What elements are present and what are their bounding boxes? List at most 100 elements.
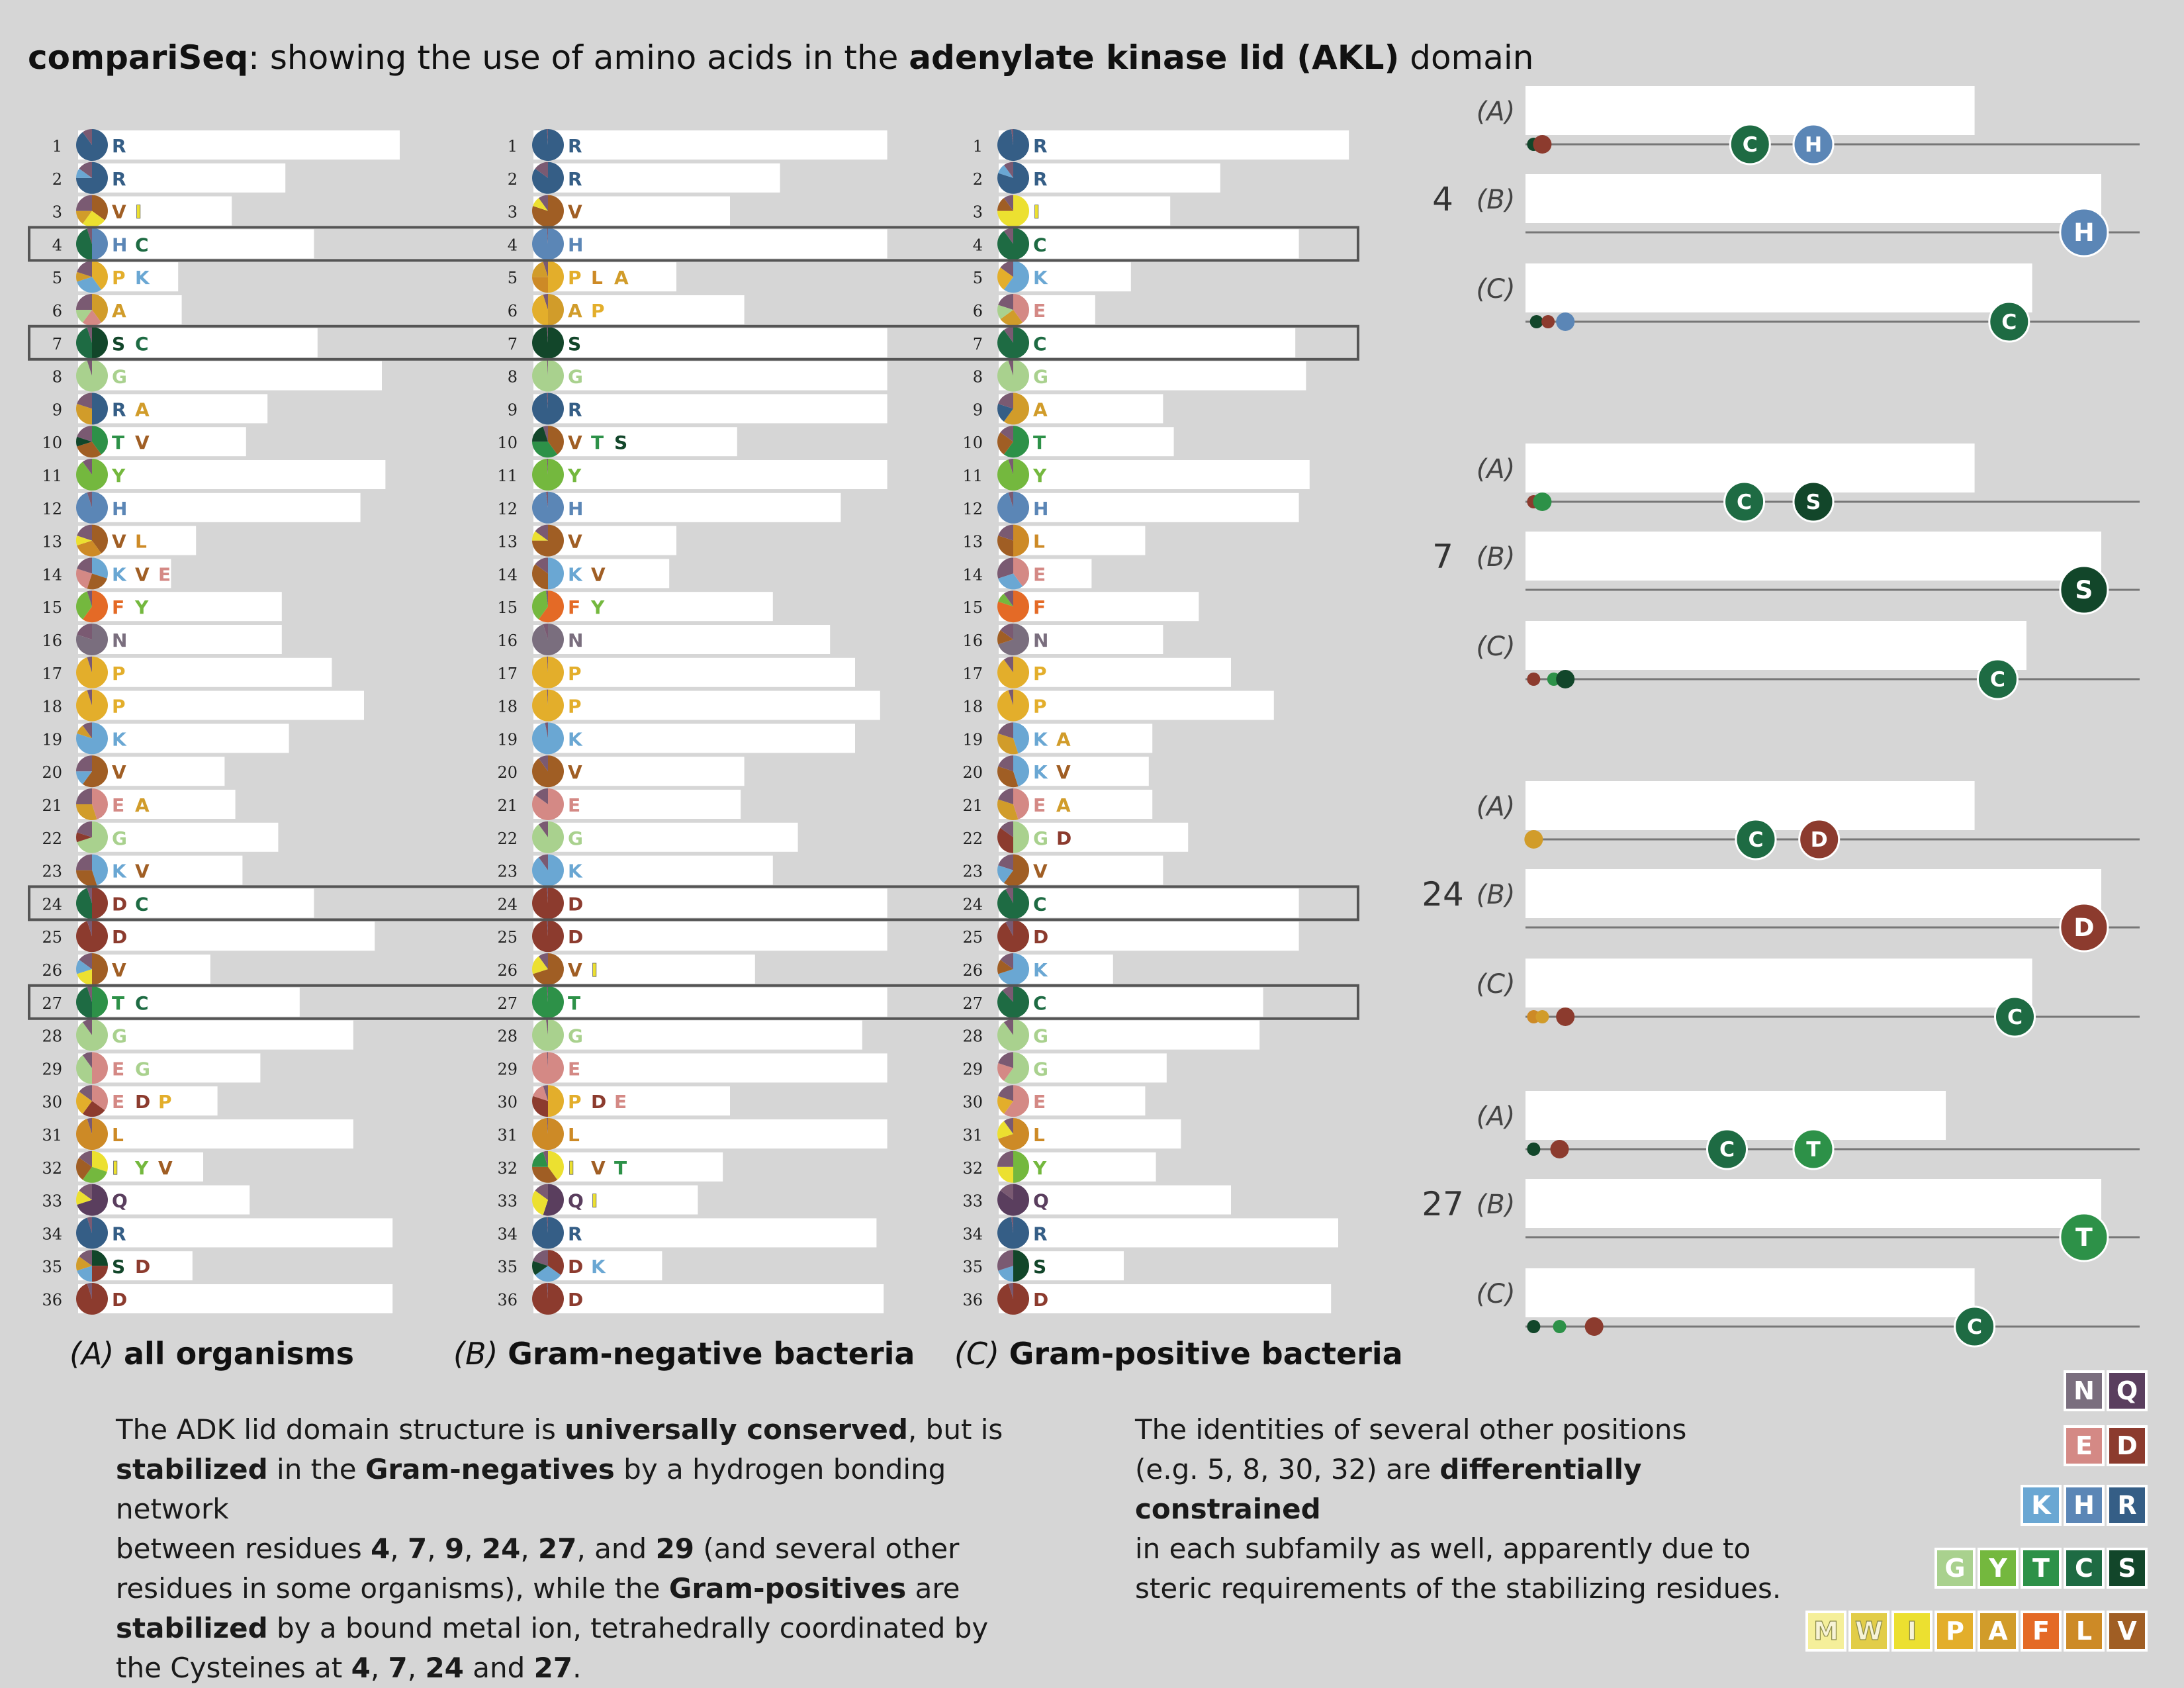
conservation-bar [533,394,887,424]
residue-letter: H [568,234,583,256]
conservation-bar [78,492,361,522]
panel-row-label: (B) [1477,880,1516,910]
pie-slice [1000,953,1013,969]
position-number: 29 [962,1060,983,1078]
pie-slice [87,656,92,673]
residue-letter: K [112,728,127,750]
position-number: 18 [42,698,62,716]
position-number: 32 [497,1159,518,1178]
conservation-bar [78,592,282,622]
pie-slice [76,870,97,886]
residue-pie [76,821,109,853]
pie-slice [543,1184,565,1216]
pie-slice [997,1184,1030,1216]
pie-slice [531,624,564,655]
pie-slice [548,1150,564,1180]
residue-letter: G [112,1025,127,1047]
pie-slice [532,1166,558,1183]
residue-letter: K [112,563,127,585]
residue-pie [531,491,564,524]
residue-row: 17 P [962,656,1231,688]
legend-swatch [2021,1548,2062,1589]
residue-row: 19 K A [962,722,1153,755]
pie-slice [547,887,548,904]
major-residue-letter: S [1806,491,1821,514]
residue-letter: L [591,267,603,289]
pie-slice [1003,261,1029,293]
position-number: 17 [42,665,62,683]
residue-letter: N [1033,630,1048,651]
caption-column-c: (C) Gram-positive bacteria [954,1336,1403,1372]
residue-letter: A [135,399,150,420]
pie-slice [82,590,109,623]
major-residue-letter: S [2075,575,2093,604]
residue-pie [997,656,1029,688]
pie-slice [997,1283,1030,1315]
residue-pie [76,162,108,194]
conservation-bar [533,592,773,622]
pie-slice [77,821,92,837]
conservation-bar [533,1218,877,1248]
residue-letter: V [568,531,582,553]
pie-slice [1003,1085,1029,1117]
conservation-bar [533,987,887,1017]
pie-slice [1000,1184,1013,1200]
pie-slice [77,426,92,442]
pie-slice [1013,557,1030,586]
pie-slice [76,1118,109,1150]
residue-letter: G [1033,1025,1048,1047]
conservation-bar [533,163,780,193]
pie-slice [87,326,92,343]
position-number: 6 [52,302,62,320]
pie-slice [997,557,1013,579]
title-domain: adenylate kinase lid (AKL) [909,38,1400,77]
residue-letter: G [568,366,583,388]
residue-row: 22 G [42,821,279,853]
residue-letter: G [1033,827,1048,849]
residue-pie [997,129,1030,161]
residue-row: 12 H [962,491,1299,524]
residue-letter: P [1033,696,1047,718]
position-number: 24 [962,895,983,914]
residue-row: 35 S D [42,1250,193,1282]
residue-letter: I [112,1157,118,1179]
conservation-bar [78,229,314,259]
residue-letter: S [112,333,125,355]
position-number: 12 [42,500,62,518]
caption-c-prefix: (C) [954,1336,1000,1372]
residue-letter: T [591,432,604,453]
residue-row: 31 L [42,1118,353,1150]
residue-letter: D [591,1091,606,1113]
pie-slice [92,1150,108,1172]
residue-pie [76,1184,109,1216]
pie-slice [532,590,548,620]
residue-letter: P [1033,663,1047,684]
residue-letter: D [568,1256,583,1278]
legend-swatch [2107,1370,2148,1411]
conservation-bar [533,955,755,984]
residue-row: 34 R [962,1217,1338,1249]
pie-slice [543,294,548,310]
legend-swatch [2064,1425,2105,1466]
residue-row: 24 D C [42,887,314,919]
conservation-bar [533,328,887,357]
highlight-frame [28,885,1359,921]
residue-letter: T [568,992,580,1014]
pie-slice [532,854,565,886]
residue-letter: C [1033,333,1047,355]
pie-slice [997,1250,1013,1271]
pie-slice [79,1250,92,1266]
legend-swatch [1934,1611,1976,1652]
residue-letter: L [1033,531,1045,553]
pie-slice [87,1283,92,1299]
residue-pie [531,689,564,722]
residue-pie [531,986,564,1018]
residue-letter: G [112,827,127,849]
residue-letter: K [135,267,150,289]
pie-slice [531,393,564,425]
residue-pie [997,1118,1029,1150]
position-number: 14 [42,565,62,584]
residue-pie [76,491,109,524]
